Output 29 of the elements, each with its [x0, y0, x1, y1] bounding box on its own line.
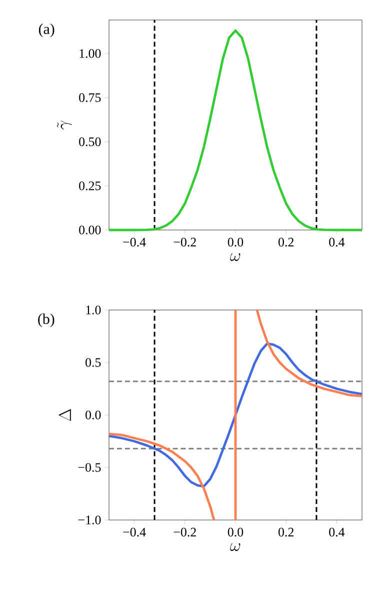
x-tick-label: 0.0 — [228, 528, 244, 537]
y-tick-label: 0.25 — [79, 181, 101, 190]
y-tick-label: 1.0 — [86, 306, 101, 314]
x-axis-title: $\omega$ — [230, 543, 240, 551]
x-tick-label: 0.4 — [329, 238, 345, 247]
x-tick-label: −0.4 — [123, 528, 146, 537]
x-tick-label: 0.2 — [278, 238, 294, 247]
x-tick-label: 0.2 — [278, 528, 294, 537]
line-series — [108, 432, 216, 522]
x-tick-label: −0.2 — [174, 528, 196, 537]
x-tick-label: 0.0 — [228, 238, 244, 247]
x-tick-label: −0.2 — [174, 238, 196, 247]
y-tick-label: 1.00 — [80, 49, 101, 58]
y-tick-label: −1.0 — [78, 516, 101, 524]
line-series — [256, 308, 364, 398]
y-axis-title: $\tilde{\gamma}$ — [57, 120, 72, 130]
y-tick-label: 0.50 — [79, 137, 101, 146]
x-axis-title: $\omega$ — [230, 253, 240, 261]
line-series — [108, 342, 364, 488]
text: (b) — [38, 314, 54, 328]
x-tick-label: 0.4 — [329, 528, 345, 537]
y-tick-label: 0.0 — [86, 410, 101, 420]
text: (a) — [38, 24, 54, 38]
x-tick-label: −0.4 — [123, 238, 146, 247]
y-tick-label: 0.5 — [86, 358, 101, 367]
y-tick-label: 0.00 — [79, 226, 101, 234]
y-tick-label: 0.75 — [79, 93, 101, 102]
y-tick-label: −0.5 — [78, 463, 101, 472]
y-axis-title: $\Delta$ — [58, 409, 71, 421]
